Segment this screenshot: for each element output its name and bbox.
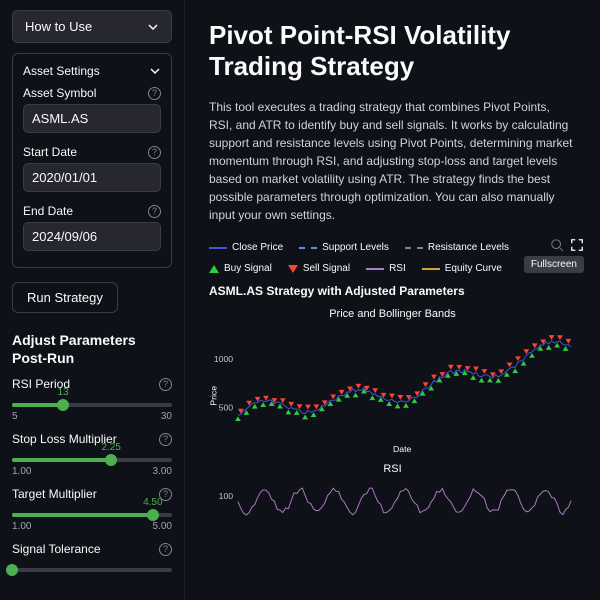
page-title: Pivot Point-RSI Volatility Trading Strat… [209,20,576,82]
help-icon[interactable]: ? [159,543,172,556]
slider-max: 5.00 [153,521,172,532]
chart-main-title: ASML.AS Strategy with Adjusted Parameter… [209,284,576,298]
main-content: Pivot Point-RSI Volatility Trading Strat… [185,0,600,600]
end-date-label: End Date [23,204,73,218]
help-icon[interactable]: ? [148,146,161,159]
legend-label: Resistance Levels [428,242,509,253]
slider-1: Stop Loss Multiplier? 2.25 1.003.00 [12,432,172,477]
chevron-down-icon[interactable] [149,65,161,77]
how-to-use-dropdown[interactable]: How to Use [12,10,172,43]
y-tick: 1000 [214,354,233,364]
adjust-params-title: Adjust Parameters Post-Run [12,331,172,367]
legend-swatch [299,247,317,249]
chart-legend: Close Price Support Levels Resistance Le… [209,242,576,274]
asset-settings-panel: Asset Settings Asset Symbol ? Start Date… [12,53,172,268]
legend-label: Equity Curve [445,263,502,274]
legend-swatch [422,268,440,270]
sidebar: How to Use Asset Settings Asset Symbol ?… [0,0,185,600]
x-axis-label: Date [393,444,412,454]
rsi-chart-title: RSI [209,463,576,475]
asset-settings-title: Asset Settings [23,64,100,78]
slider-track[interactable]: 13 [12,403,172,407]
help-icon[interactable]: ? [148,205,161,218]
legend-swatch [366,268,384,270]
legend-swatch [209,247,227,249]
fullscreen-tooltip: Fullscreen [524,256,584,273]
legend-label: RSI [389,263,406,274]
legend-swatch [405,247,423,249]
price-series [238,341,571,415]
buy-markers [235,343,568,421]
slider-label: Signal Tolerance [12,542,101,556]
asset-symbol-label: Asset Symbol [23,86,96,100]
zoom-icon[interactable] [550,238,564,252]
help-icon[interactable]: ? [148,87,161,100]
legend-label: Support Levels [322,242,389,253]
asset-symbol-input[interactable] [23,104,161,133]
slider-track[interactable] [12,568,172,572]
price-chart-title: Price and Bollinger Bands [209,308,576,320]
rsi-chart: 100 [209,481,576,521]
strategy-description: This tool executes a trading strategy th… [209,98,576,224]
run-strategy-button[interactable]: Run Strategy [12,282,118,313]
slider-max: 30 [161,411,172,422]
slider-label: Target Multiplier [12,487,97,501]
legend-label: Sell Signal [303,263,350,274]
how-to-use-label: How to Use [25,19,92,34]
legend-swatch [209,265,219,273]
start-date-input[interactable] [23,163,161,192]
fullscreen-icon[interactable] [570,238,584,252]
slider-track[interactable]: 4.50 [12,513,172,517]
legend-label: Close Price [232,242,283,253]
slider-max: 3.00 [153,466,172,477]
y-axis-label: Price [209,386,219,406]
help-icon[interactable]: ? [159,433,172,446]
slider-0: RSI Period? 13 530 [12,377,172,422]
rsi-series [238,488,571,515]
help-icon[interactable]: ? [159,378,172,391]
price-chart: Price 1000 500 Date [209,326,576,456]
y-tick: 500 [219,403,234,413]
legend-swatch [288,265,298,273]
chevron-down-icon [147,21,159,33]
slider-track[interactable]: 2.25 [12,458,172,462]
chart-toolbar [550,238,584,252]
slider-min: 1.00 [12,521,31,532]
slider-min: 1.00 [12,466,31,477]
end-date-input[interactable] [23,222,161,251]
legend-label: Buy Signal [224,263,272,274]
slider-3: Signal Tolerance? [12,542,172,576]
slider-min: 5 [12,411,18,422]
start-date-label: Start Date [23,145,77,159]
slider-2: Target Multiplier? 4.50 1.005.00 [12,487,172,532]
y-tick: 100 [219,491,234,501]
